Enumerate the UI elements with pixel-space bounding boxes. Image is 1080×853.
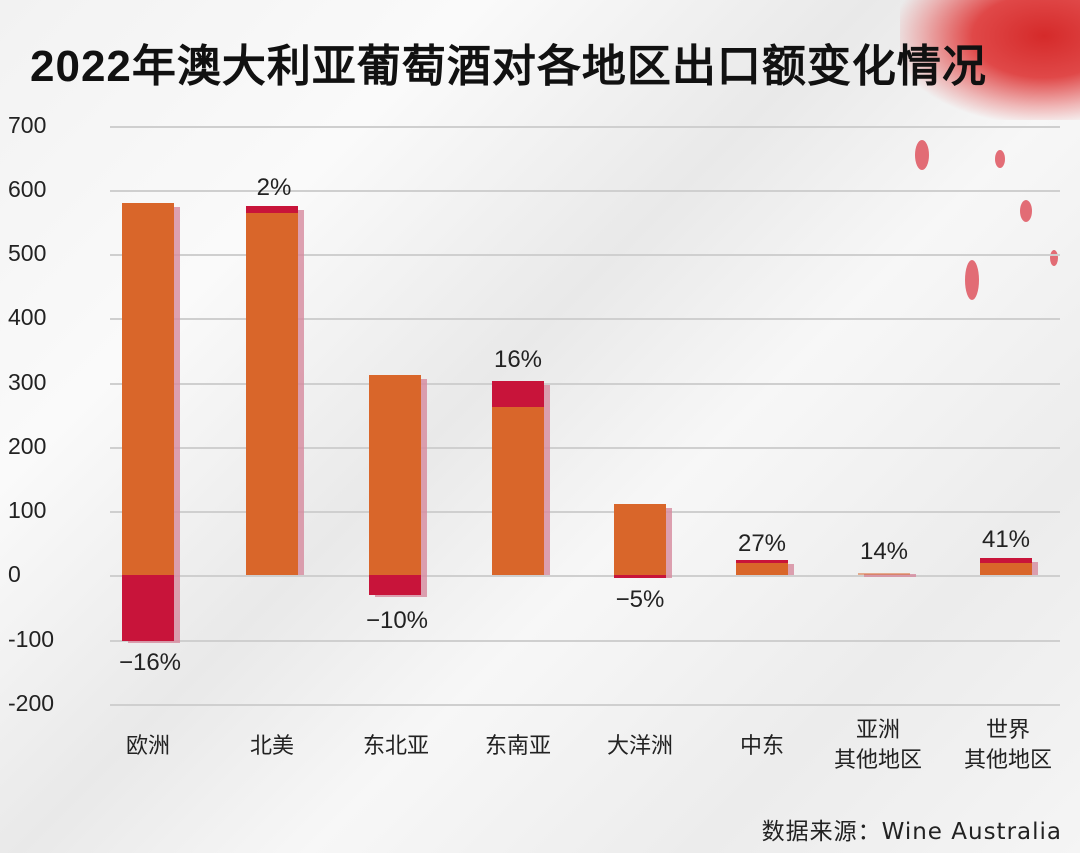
pct-label-europe: −16% — [118, 649, 182, 676]
bar-base — [492, 407, 544, 575]
gridline-100 — [110, 511, 1060, 513]
wine-splash-decoration — [900, 0, 1080, 120]
bar-southeast-asia — [492, 0, 554, 853]
bar-rest-of-world — [980, 0, 1042, 853]
pct-label-rest-of-world: 41% — [981, 526, 1031, 553]
gridline-200 — [110, 447, 1060, 449]
pct-label-oceania: −5% — [615, 586, 665, 613]
bar-base — [980, 563, 1032, 575]
bar-base — [369, 375, 421, 575]
pct-label-middle-east: 27% — [737, 530, 787, 557]
bar-base — [122, 203, 174, 575]
pct-label-southeast-asia: 16% — [493, 346, 543, 373]
y-tick: 500 — [8, 240, 47, 266]
gridline-500 — [110, 254, 1060, 256]
x-label-rest-of-world: 世界 其他地区 — [963, 718, 1052, 773]
bar-north-america — [246, 0, 308, 853]
splash-drop — [915, 140, 929, 170]
y-tick: 600 — [8, 176, 47, 202]
bar-base — [736, 563, 788, 575]
bar-change — [980, 558, 1032, 563]
bar-change — [122, 575, 174, 641]
x-label-europe: 欧洲 — [125, 734, 170, 759]
gridline-300 — [110, 383, 1060, 385]
y-tick: 200 — [8, 433, 47, 459]
x-label-southeast-asia: 东南亚 — [484, 734, 551, 759]
x-label-middle-east: 中东 — [739, 734, 784, 759]
bar-base — [614, 504, 666, 575]
y-tick: 300 — [8, 369, 47, 395]
y-tick: 100 — [8, 497, 47, 523]
y-tick: -200 — [8, 690, 55, 716]
pct-label-north-america: 2% — [256, 174, 292, 201]
bar-other-asia — [858, 0, 920, 853]
y-tick: 400 — [8, 304, 47, 330]
bar-oceania — [614, 0, 676, 853]
gridline-0 — [110, 575, 1060, 577]
x-label-northeast-asia: 东北亚 — [362, 734, 429, 759]
bar-change — [246, 206, 298, 213]
splash-drop — [1020, 200, 1032, 222]
bar-northeast-asia — [369, 0, 431, 853]
x-label-other-asia: 亚洲 其他地区 — [833, 718, 922, 773]
splash-drop — [965, 260, 979, 300]
splash-drop — [995, 150, 1005, 168]
bar-change — [614, 575, 666, 578]
x-label-oceania: 大洋洲 — [606, 734, 673, 759]
bar-shadow — [864, 574, 916, 577]
gridline-neg200 — [110, 704, 1060, 706]
bar-base — [858, 573, 910, 575]
pct-label-northeast-asia: −10% — [365, 607, 429, 634]
gridline-700 — [110, 126, 1060, 128]
y-tick: 0 — [8, 561, 21, 587]
bar-change — [736, 560, 788, 563]
y-tick: 700 — [8, 112, 47, 138]
bar-change — [369, 575, 421, 595]
bar-middle-east — [736, 0, 798, 853]
data-source: 数据来源：Wine Australia — [761, 819, 1062, 845]
bar-change — [492, 381, 544, 407]
gridline-neg100 — [110, 640, 1060, 642]
bar-base — [246, 213, 298, 575]
y-tick: -100 — [8, 626, 55, 652]
x-label-north-america: 北美 — [249, 734, 294, 759]
bar-europe — [122, 0, 184, 853]
pct-label-other-asia: 14% — [859, 538, 909, 565]
gridline-400 — [110, 318, 1060, 320]
splash-drop — [1050, 250, 1058, 266]
gridline-600 — [110, 190, 1060, 192]
chart-title: 2022年澳大利亚葡萄酒对各地区出口额变化情况 — [30, 42, 987, 91]
